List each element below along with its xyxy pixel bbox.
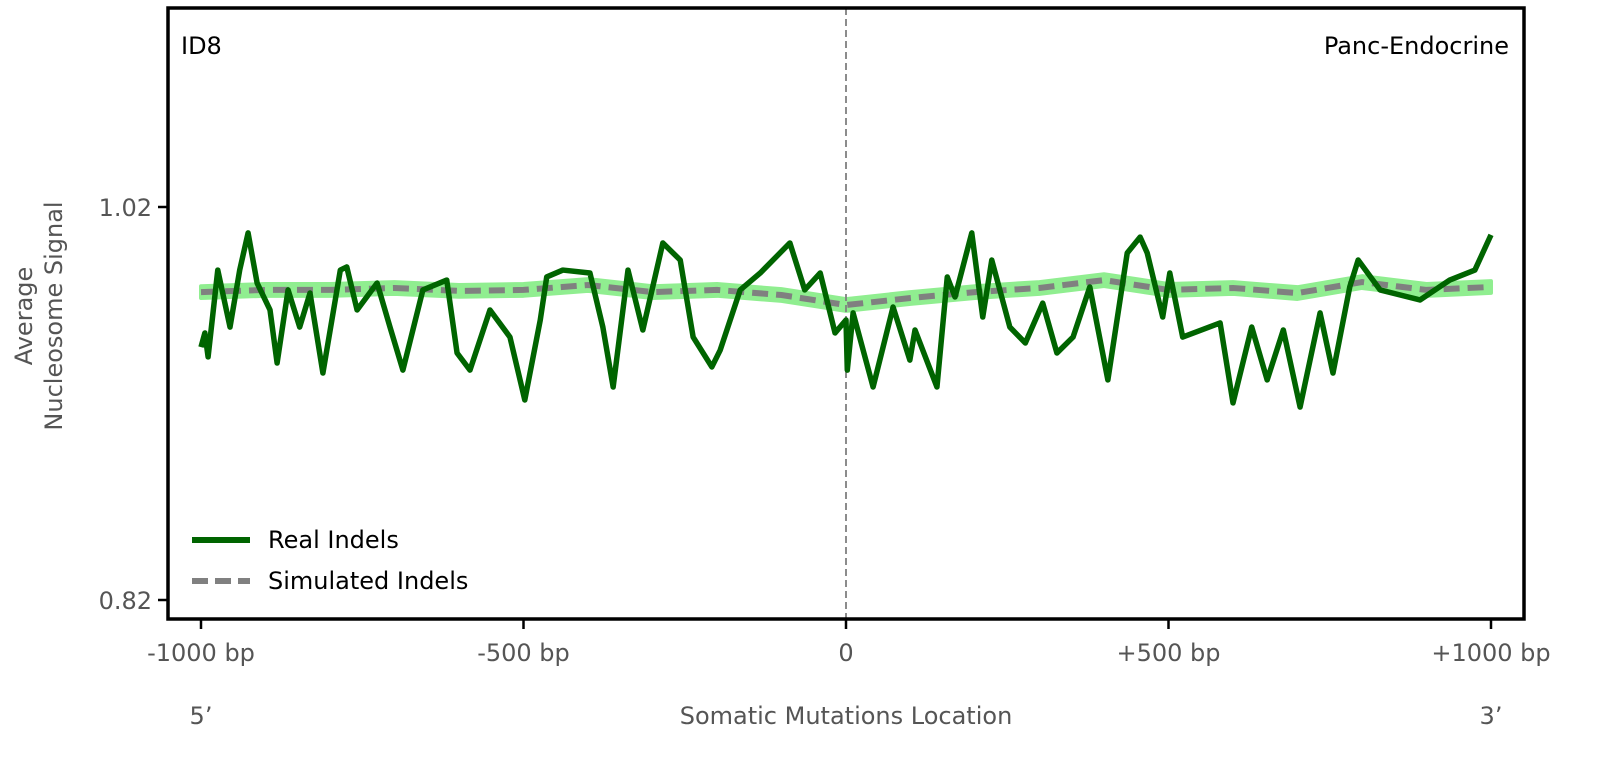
three-prime-label: 3’ — [1480, 702, 1503, 730]
panel-label: ID8 — [181, 32, 222, 60]
x-tick-label: +500 bp — [1116, 639, 1220, 667]
legend-real-label: Real Indels — [268, 526, 399, 554]
y-tick-label: 1.02 — [99, 194, 152, 222]
legend-simulated-label: Simulated Indels — [268, 567, 468, 595]
x-tick-label: -1000 bp — [147, 639, 255, 667]
axis-ticks: -1000 bp -500 bp 0 +500 bp +1000 bp 1.02 0.82 — [99, 194, 1551, 667]
x-tick-label: -500 bp — [477, 639, 570, 667]
x-axis-label: Somatic Mutations Location — [680, 702, 1013, 730]
x-tick-label: 0 — [838, 639, 853, 667]
x-tick-label: +1000 bp — [1431, 639, 1550, 667]
y-axis-label-line2: Nucleosome Signal — [40, 201, 68, 430]
series-layer — [198, 230, 1494, 410]
legend: Real Indels Simulated Indels — [192, 526, 468, 595]
y-axis-label-line1: Average — [10, 267, 38, 366]
y-tick-label: 0.82 — [99, 587, 152, 615]
tissue-label: Panc-Endocrine — [1324, 32, 1509, 60]
five-prime-label: 5’ — [190, 702, 213, 730]
real-indels-line — [198, 230, 1494, 410]
